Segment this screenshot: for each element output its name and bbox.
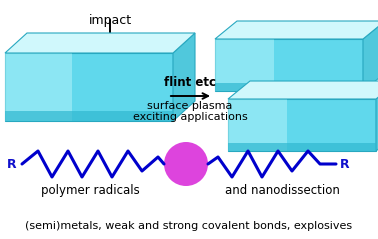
Text: and nanodissection: and nanodissection — [225, 184, 339, 197]
Text: surface plasma: surface plasma — [147, 101, 233, 111]
Text: R: R — [6, 158, 16, 170]
Text: flint etc: flint etc — [164, 76, 216, 89]
Polygon shape — [228, 99, 376, 151]
Text: polymer radicals: polymer radicals — [40, 184, 139, 197]
Polygon shape — [5, 53, 173, 121]
Text: exciting applications: exciting applications — [133, 112, 247, 122]
Polygon shape — [5, 53, 72, 121]
Polygon shape — [173, 33, 195, 121]
Polygon shape — [215, 83, 363, 91]
Polygon shape — [5, 111, 173, 121]
Polygon shape — [376, 81, 378, 151]
Text: impact: impact — [88, 14, 132, 27]
Polygon shape — [215, 39, 363, 91]
Polygon shape — [215, 21, 378, 39]
Polygon shape — [215, 39, 274, 91]
Circle shape — [164, 142, 208, 186]
Polygon shape — [228, 143, 376, 151]
Polygon shape — [228, 99, 287, 151]
Polygon shape — [5, 33, 195, 53]
Polygon shape — [228, 81, 378, 99]
Polygon shape — [363, 21, 378, 91]
Text: R: R — [340, 158, 350, 170]
Text: (semi)metals, weak and strong covalent bonds, explosives: (semi)metals, weak and strong covalent b… — [25, 221, 353, 231]
